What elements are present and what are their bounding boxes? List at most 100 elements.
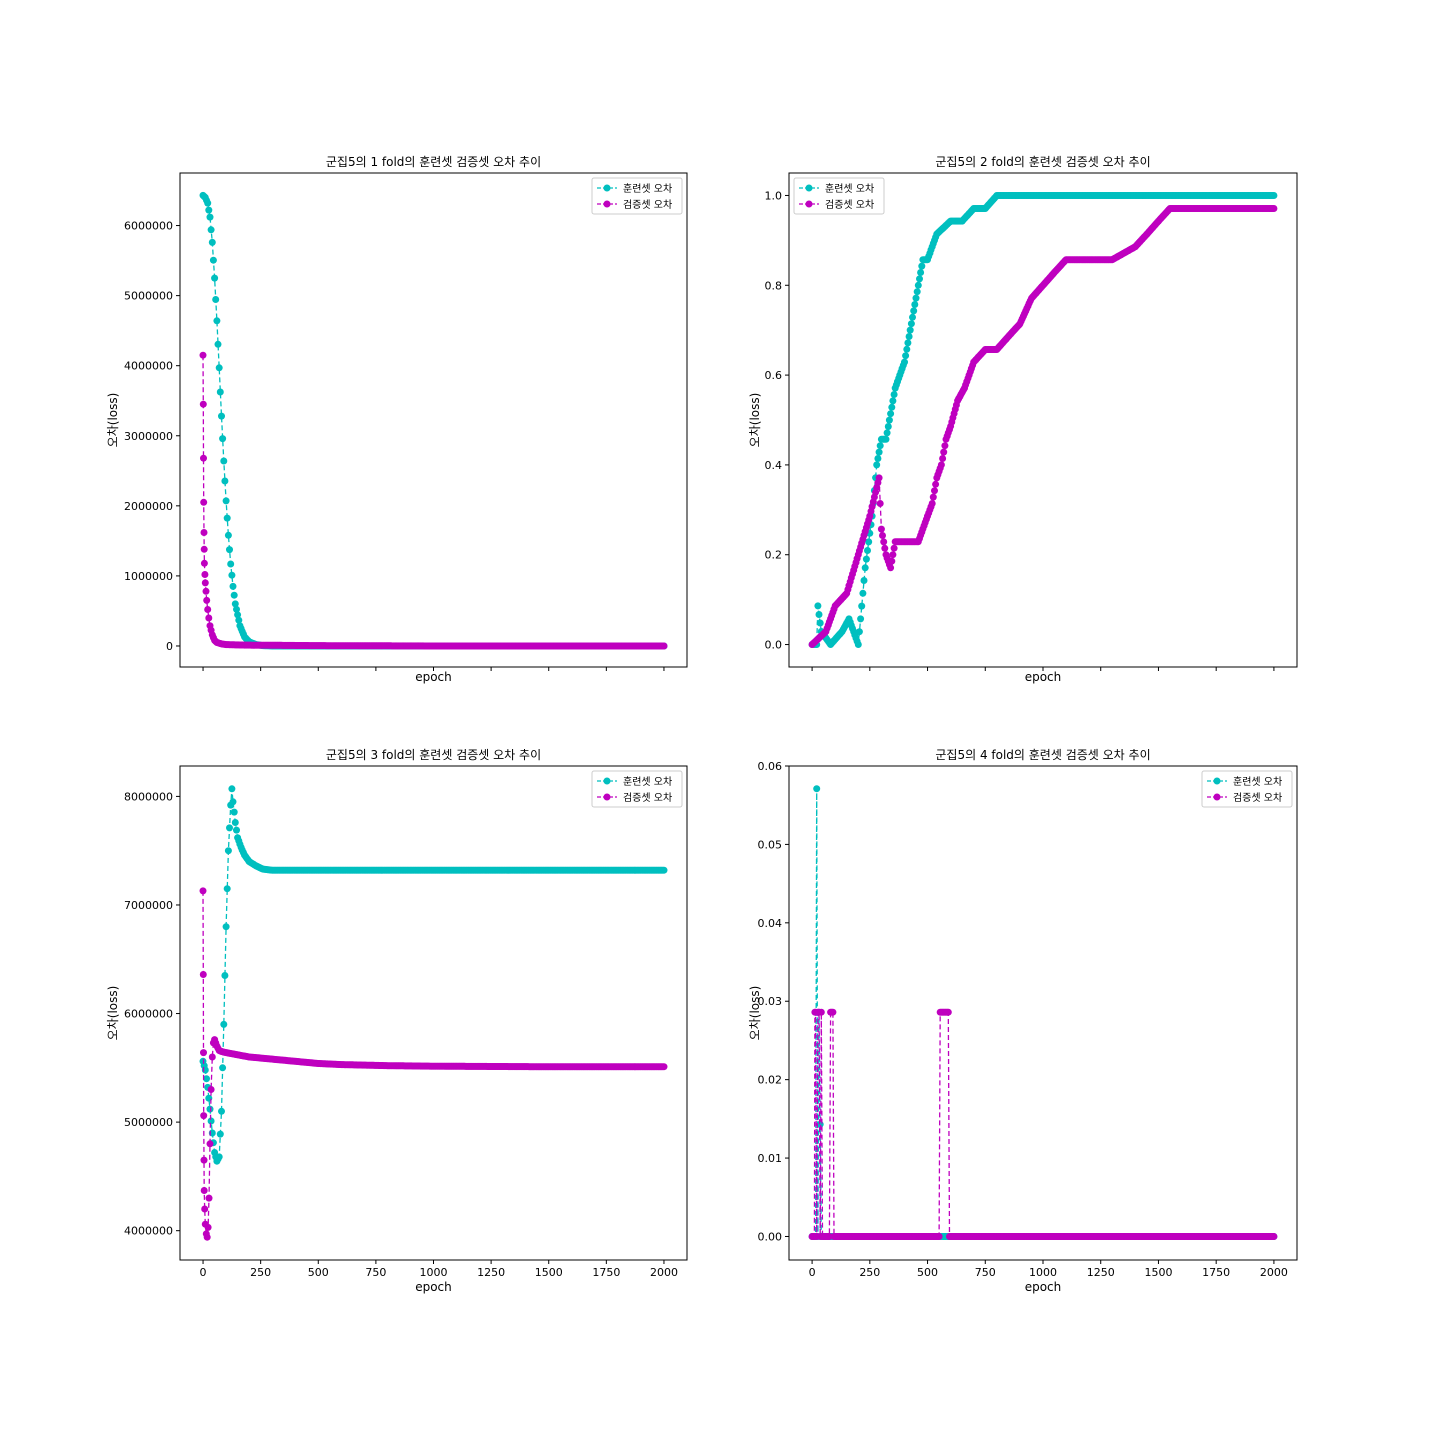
data-point — [221, 972, 229, 979]
data-point — [907, 320, 915, 328]
x-tick-label: 2000 — [1260, 1266, 1288, 1279]
data-point — [200, 545, 208, 553]
y-tick-label: 0.2 — [765, 549, 783, 562]
data-point — [226, 824, 233, 832]
legend-box — [793, 177, 885, 215]
data-point — [223, 885, 231, 893]
data-point — [209, 256, 217, 264]
data-point — [220, 457, 228, 465]
data-point — [889, 397, 897, 405]
data-point — [211, 274, 219, 282]
data-point — [902, 352, 910, 360]
data-point — [229, 798, 237, 806]
data-point — [814, 602, 822, 610]
data-point — [206, 1105, 214, 1113]
y-tick-label: 0.03 — [758, 995, 783, 1008]
legend-marker — [805, 184, 813, 192]
series-2 — [199, 887, 668, 1241]
data-point — [887, 410, 895, 418]
legend-box — [1201, 770, 1293, 808]
data-point — [890, 391, 898, 398]
plot-frame — [179, 765, 688, 1261]
data-point — [875, 474, 883, 482]
data-point — [227, 560, 235, 568]
data-point — [909, 313, 916, 321]
x-tick-label: 250 — [859, 1266, 880, 1279]
x-tick-label: 2000 — [650, 1266, 678, 1279]
x-tick-label: 500 — [308, 1266, 329, 1279]
data-point — [860, 577, 868, 584]
data-point — [204, 1223, 212, 1231]
data-point — [203, 1075, 210, 1083]
data-point — [228, 785, 236, 793]
legend-label: 검증셋 오차 — [825, 199, 874, 211]
data-point — [200, 529, 208, 536]
data-point — [204, 199, 212, 207]
data-point — [223, 514, 231, 522]
data-point — [928, 500, 936, 507]
data-point — [880, 538, 888, 546]
data-point — [873, 461, 881, 469]
data-point — [929, 493, 937, 501]
data-point — [208, 238, 216, 246]
x-tick-label: 0 — [809, 1266, 816, 1279]
legend-marker — [603, 777, 611, 785]
x-tick-label: 1750 — [592, 1266, 620, 1279]
data-point — [881, 544, 889, 552]
data-point — [888, 557, 896, 565]
y-tick-label: 7000000 — [124, 899, 173, 912]
data-point — [200, 559, 208, 567]
data-point — [215, 1153, 223, 1161]
y-axis-label: 오차(loss) — [748, 393, 762, 448]
y-tick-label: 4000000 — [124, 360, 173, 373]
y-tick-label: 0.6 — [765, 369, 783, 382]
y-axis-label: 오차(loss) — [106, 986, 120, 1041]
data-point — [857, 615, 865, 623]
data-point — [199, 351, 207, 359]
y-tick-label: 1.0 — [765, 189, 783, 202]
data-point — [854, 641, 862, 648]
x-tick-label: 1750 — [1202, 1266, 1230, 1279]
legend-label: 훈련셋 오차 — [623, 182, 672, 195]
data-point — [911, 301, 919, 308]
data-point — [918, 262, 926, 270]
data-point — [944, 1008, 952, 1016]
data-point — [884, 423, 892, 430]
data-point — [859, 589, 867, 597]
data-point — [229, 582, 237, 590]
data-point — [941, 442, 949, 450]
data-point — [813, 785, 821, 793]
y-tick-label: 0.0 — [765, 639, 783, 652]
data-point — [200, 454, 207, 462]
legend-marker — [603, 793, 611, 801]
series-line-1 — [202, 788, 664, 1163]
data-point — [876, 442, 884, 450]
data-point — [216, 388, 224, 396]
series-line-2 — [202, 355, 664, 647]
data-point — [883, 429, 891, 437]
data-point — [199, 887, 207, 895]
x-tick-label: 1000 — [1029, 1266, 1057, 1279]
legend-marker — [1213, 793, 1221, 801]
data-point — [206, 1140, 214, 1148]
data-point — [865, 538, 873, 546]
plot-frame — [179, 172, 688, 668]
legend-box — [591, 770, 683, 808]
data-point — [861, 564, 869, 572]
data-point — [903, 345, 911, 353]
data-point — [222, 923, 230, 931]
data-point — [817, 1008, 825, 1016]
series-line-2 — [811, 207, 1274, 645]
y-tick-label: 0.8 — [765, 279, 783, 292]
series-2 — [199, 351, 668, 650]
legend-label: 검증셋 오차 — [1233, 792, 1282, 804]
data-point — [829, 1008, 837, 1016]
data-point — [222, 497, 230, 505]
data-point — [201, 579, 209, 587]
x-tick-label: 500 — [917, 1266, 938, 1279]
y-tick-label: 6000000 — [124, 1008, 173, 1021]
data-point — [879, 532, 886, 539]
data-point — [219, 1064, 227, 1072]
